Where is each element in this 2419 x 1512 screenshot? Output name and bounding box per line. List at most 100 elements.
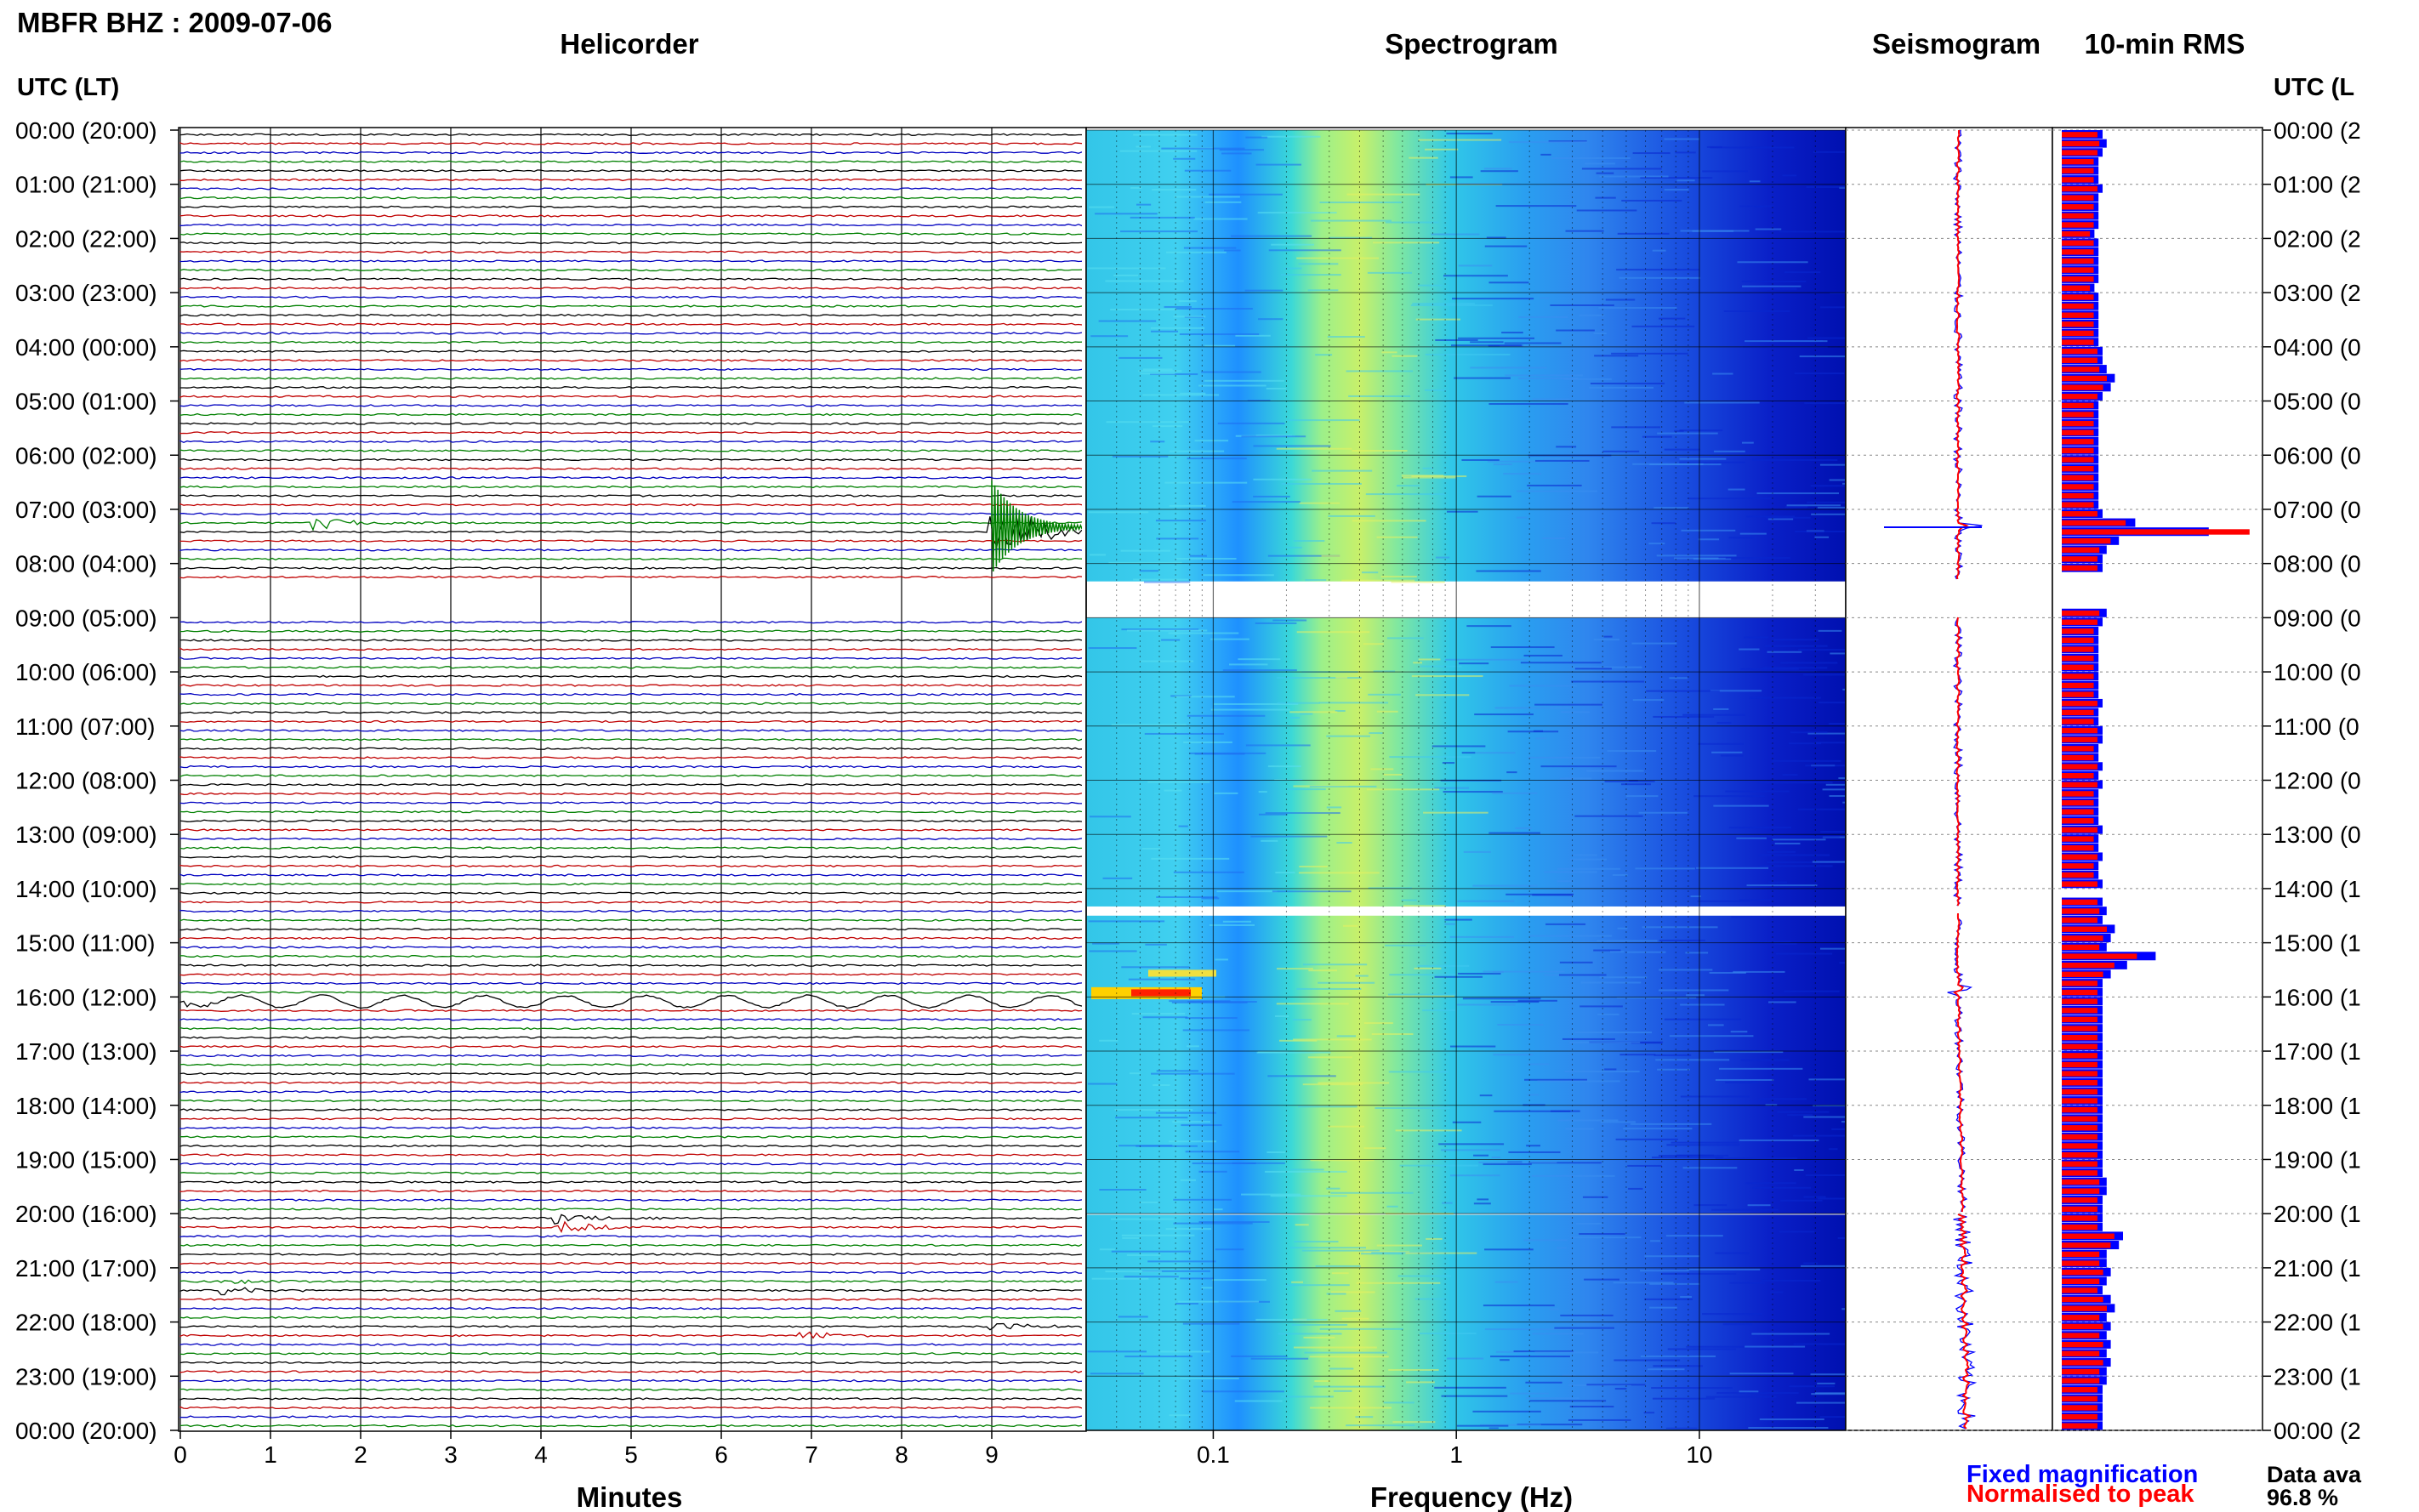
hour-label-right: 00:00 (2 xyxy=(2274,117,2361,144)
spectrogram-streak xyxy=(1304,1351,1387,1354)
helicorder-trace xyxy=(179,250,1082,254)
spectrogram-streak xyxy=(1087,1350,1147,1353)
spectrogram-streak xyxy=(1526,1145,1540,1147)
helicorder-trace xyxy=(179,1322,1082,1331)
spectrogram-streak xyxy=(1822,788,1845,791)
spectrogram-streak xyxy=(1597,1013,1619,1015)
rms-bar-normalised xyxy=(2062,655,2094,662)
helicorder-trace xyxy=(179,549,1082,552)
spectrogram-streak xyxy=(1596,172,1614,174)
spectrogram-streak xyxy=(1768,881,1788,884)
spectrogram-streak xyxy=(1341,579,1415,582)
spectrogram-streak xyxy=(1542,537,1565,540)
spectrogram-streak xyxy=(1088,647,1137,650)
spectrogram-streak xyxy=(1352,450,1408,452)
spectrogram-streak xyxy=(1505,374,1584,377)
spectrogram-streak xyxy=(1837,1236,1845,1239)
helicorder-trace xyxy=(179,1406,1082,1410)
spectrogram-streak xyxy=(1278,1333,1342,1335)
spectrogram-streak xyxy=(1640,1270,1689,1272)
rms-bar-normalised xyxy=(2062,402,2094,409)
helicorder-trace xyxy=(179,133,1082,136)
helicorder-trace xyxy=(179,1220,1082,1233)
spectrogram-streak xyxy=(1558,974,1607,976)
spectrogram-streak xyxy=(1331,1291,1375,1293)
spectrogram-streak xyxy=(1478,1161,1557,1163)
spectrogram-streak xyxy=(1308,969,1338,972)
rms-bar-normalised xyxy=(2062,619,2097,625)
helicorder-trace xyxy=(179,692,1082,696)
spectrogram-streak xyxy=(1265,1170,1347,1173)
spectrogram-streak xyxy=(1420,665,1462,668)
helicorder-trace xyxy=(179,1316,1082,1319)
spectrogram-streak xyxy=(1680,1095,1750,1098)
helicorder-trace xyxy=(179,1208,1082,1211)
spectrogram-streak xyxy=(1241,435,1306,438)
rms-bar-normalised xyxy=(2062,610,2100,617)
spectrogram-streak xyxy=(1623,1128,1693,1130)
spectrogram-streak xyxy=(1737,261,1808,264)
spectrogram-streak xyxy=(1710,690,1762,692)
spectrogram-streak xyxy=(1452,298,1534,300)
spectrogram-streak xyxy=(1705,1395,1777,1398)
rms-bar-normalised xyxy=(2062,1224,2097,1231)
helicorder-trace xyxy=(179,1198,1082,1202)
spectrogram-streak xyxy=(1803,1116,1845,1118)
legend-normalised-to-peak: Normalised to peak xyxy=(1967,1481,2194,1508)
spectrogram-streak xyxy=(1335,676,1348,679)
spectrogram-streak xyxy=(1261,839,1278,842)
minutes-axis-label: Minutes xyxy=(577,1481,683,1512)
spectrogram-streak xyxy=(1528,1162,1602,1164)
helicorder-trace xyxy=(179,864,1082,868)
spectrogram-streak xyxy=(1615,1138,1678,1140)
spectrogram-streak xyxy=(1574,815,1643,817)
spectrogram-streak xyxy=(1617,927,1628,929)
spectrogram-streak xyxy=(1089,554,1107,556)
spectrogram-streak xyxy=(1532,398,1570,401)
rms-bar-normalised xyxy=(2062,1305,2107,1311)
hour-label-right: 17:00 (1 xyxy=(2274,1038,2361,1065)
helicorder-trace xyxy=(179,991,1082,994)
helicorder-trace xyxy=(179,295,1082,299)
helicorder-trace xyxy=(179,719,1082,724)
spectrogram-streak xyxy=(1111,1250,1192,1253)
spectrogram-block xyxy=(1086,1214,1846,1430)
helicorder-trace xyxy=(179,702,1082,705)
spectrogram-streak xyxy=(1266,388,1287,390)
spectrogram-streak xyxy=(1551,156,1631,159)
spectrogram-streak xyxy=(1472,1410,1541,1413)
spectrogram-block xyxy=(1086,130,1846,582)
rms-bar-normalised xyxy=(2062,394,2097,400)
rms-bar-normalised xyxy=(2062,872,2094,878)
rms-bar-normalised xyxy=(2062,339,2094,345)
spectrogram-streak xyxy=(1281,1395,1334,1398)
helicorder-trace xyxy=(179,440,1082,444)
spectrogram-streak xyxy=(1838,777,1845,780)
helicorder-trace xyxy=(179,783,1082,787)
spectrogram-streak xyxy=(1537,1080,1620,1083)
spectrogram-streak xyxy=(1490,646,1555,649)
spectrogram-streak xyxy=(1774,842,1801,844)
spectrogram-streak xyxy=(1473,1202,1491,1205)
spectrogram-streak xyxy=(1133,578,1189,581)
spectrogram-streak xyxy=(1363,1147,1386,1150)
spectrogram-streak xyxy=(1803,1262,1818,1265)
rms-bar-normalised xyxy=(2062,836,2094,842)
spectrogram-streak xyxy=(1425,353,1511,355)
rms-bar-normalised xyxy=(2062,258,2094,264)
spectrogram-streak xyxy=(1185,1017,1238,1020)
spectrogram-streak xyxy=(1113,274,1139,276)
spectrogram-streak xyxy=(1579,1232,1625,1235)
rms-bar-normalised xyxy=(2062,844,2094,851)
spectrogram-streak xyxy=(1293,540,1325,543)
spectrogram-streak xyxy=(1660,1272,1737,1275)
rms-bar-normalised xyxy=(2062,240,2094,246)
spectrogram-streak xyxy=(1321,554,1340,557)
spectrogram-streak xyxy=(1373,670,1396,673)
spectrogram-streak xyxy=(1185,1151,1240,1153)
helicorder-trace xyxy=(179,1235,1082,1238)
spectrogram-streak xyxy=(1571,680,1645,683)
spectrogram-streak xyxy=(1095,213,1158,215)
spectrogram-streak xyxy=(1765,645,1828,647)
